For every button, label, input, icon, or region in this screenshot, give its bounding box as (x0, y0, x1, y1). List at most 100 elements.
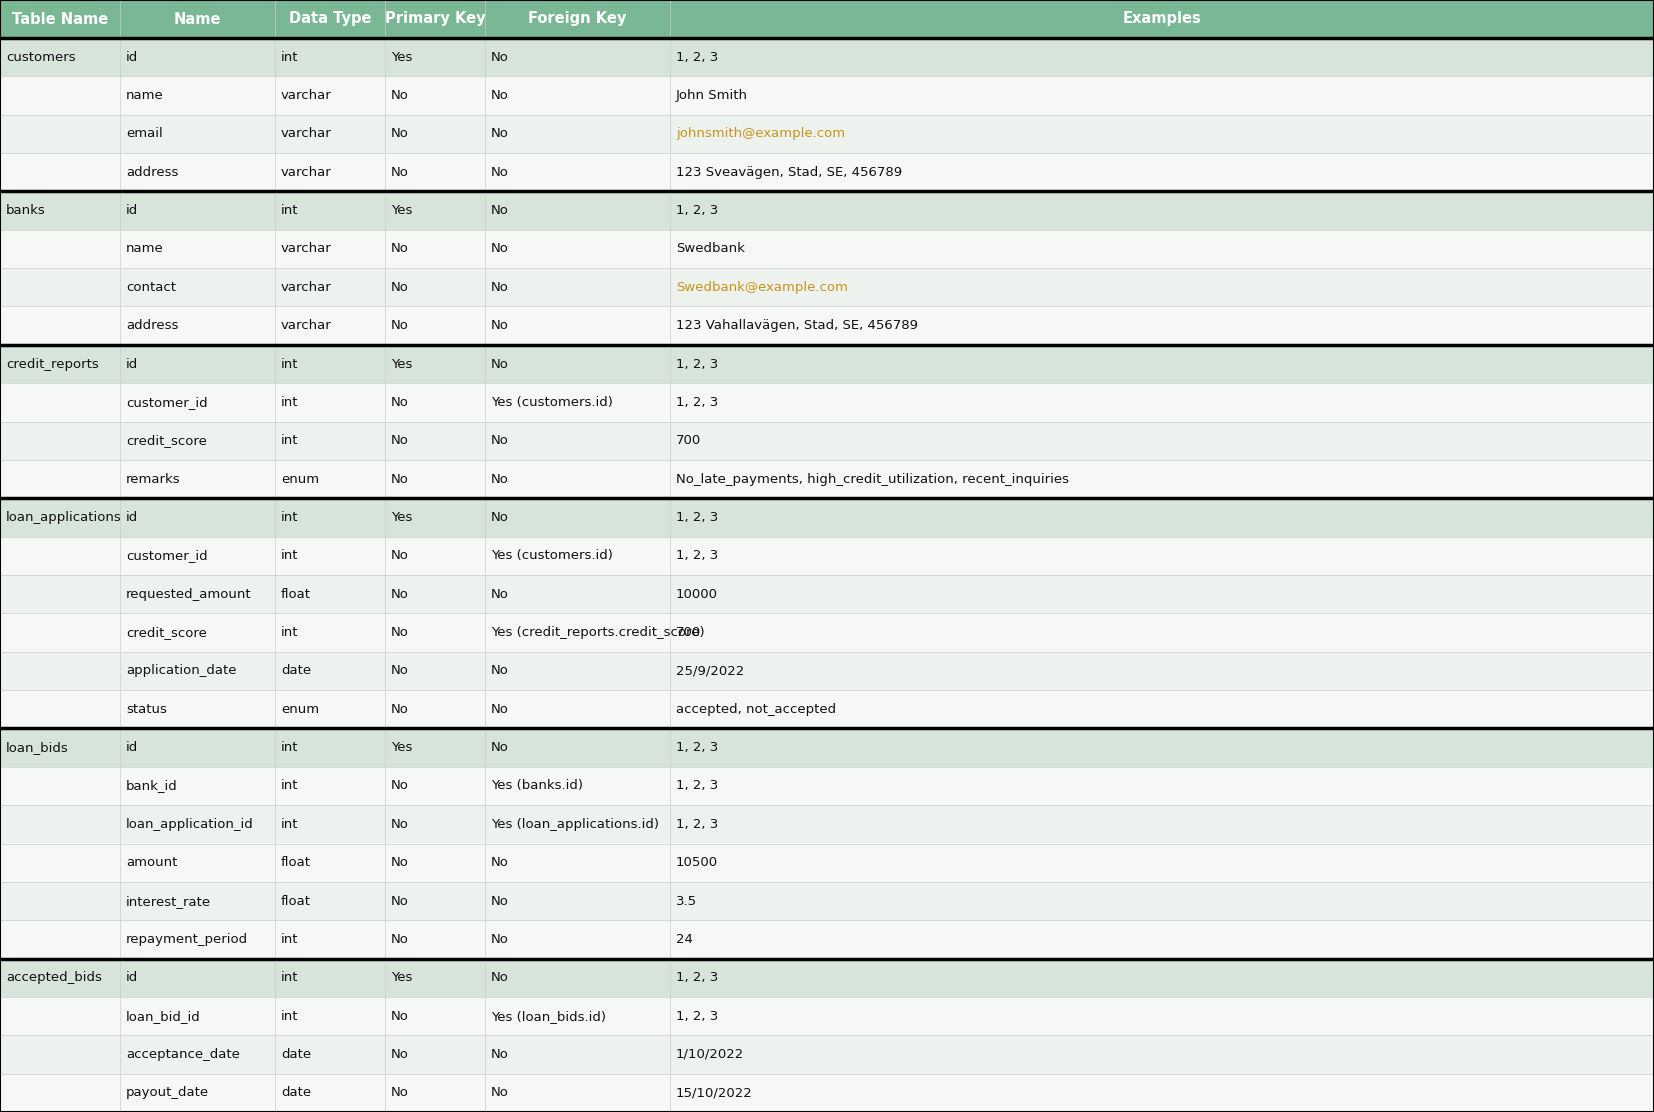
Text: enum: enum (281, 473, 319, 486)
Text: bank_id: bank_id (126, 780, 177, 793)
Text: name: name (126, 242, 164, 256)
Text: loan_bids: loan_bids (7, 741, 69, 754)
Text: credit_score: credit_score (126, 626, 207, 639)
Text: No: No (390, 664, 409, 677)
Bar (0, 997, 1654, 1035)
Text: No: No (390, 281, 409, 294)
Text: 700: 700 (676, 626, 701, 639)
Text: 1/10/2022: 1/10/2022 (676, 1048, 744, 1061)
Text: No: No (390, 817, 409, 831)
Text: No: No (390, 894, 409, 907)
Text: No: No (491, 319, 509, 332)
Text: 25/9/2022: 25/9/2022 (676, 664, 744, 677)
Text: int: int (281, 205, 298, 217)
Bar (0, 921, 1654, 959)
Text: 123 Sveavägen, Stad, SE, 456789: 123 Sveavägen, Stad, SE, 456789 (676, 166, 901, 179)
Bar (0, 1074, 1654, 1112)
Text: No: No (491, 1048, 509, 1061)
Bar (0, 805, 1654, 844)
Text: banks: banks (7, 205, 46, 217)
Text: No: No (491, 205, 509, 217)
Text: id: id (126, 971, 139, 984)
Text: Yes (loan_bids.id): Yes (loan_bids.id) (491, 1010, 605, 1023)
Text: id: id (126, 512, 139, 524)
Text: No: No (390, 166, 409, 179)
Text: Yes (credit_reports.credit_score): Yes (credit_reports.credit_score) (491, 626, 705, 639)
Text: contact: contact (126, 281, 175, 294)
Text: No: No (390, 703, 409, 716)
Text: No: No (390, 549, 409, 563)
Text: Yes (banks.id): Yes (banks.id) (491, 780, 582, 793)
Text: 3.5: 3.5 (676, 894, 696, 907)
Bar (0, 307, 1654, 345)
Text: application_date: application_date (126, 664, 237, 677)
Bar (0, 384, 1654, 421)
Bar (0, 460, 1654, 498)
Text: No: No (390, 319, 409, 332)
Text: amount: amount (126, 856, 177, 870)
Text: accepted_bids: accepted_bids (7, 971, 103, 984)
Text: id: id (126, 205, 139, 217)
Text: Foreign Key: Foreign Key (528, 11, 627, 27)
Text: No: No (390, 626, 409, 639)
Text: No: No (491, 473, 509, 486)
Text: No: No (390, 242, 409, 256)
Text: No: No (491, 587, 509, 600)
Bar (485, 0, 670, 38)
Bar (275, 0, 385, 38)
Text: float: float (281, 587, 311, 600)
Text: float: float (281, 856, 311, 870)
Text: No: No (390, 396, 409, 409)
Text: 700: 700 (676, 435, 701, 447)
Bar (121, 0, 275, 38)
Text: int: int (281, 971, 298, 984)
Text: float: float (281, 894, 311, 907)
Text: 15/10/2022: 15/10/2022 (676, 1086, 753, 1100)
Text: Data Type: Data Type (289, 11, 370, 27)
Text: date: date (281, 664, 311, 677)
Text: No: No (491, 512, 509, 524)
Text: 10500: 10500 (676, 856, 718, 870)
Text: 24: 24 (676, 933, 693, 946)
Text: John Smith: John Smith (676, 89, 748, 102)
Bar (0, 959, 1654, 997)
Text: interest_rate: interest_rate (126, 894, 212, 907)
Text: 1, 2, 3: 1, 2, 3 (676, 741, 718, 754)
Text: No: No (491, 933, 509, 946)
Text: Table Name: Table Name (12, 11, 108, 27)
Bar (0, 652, 1654, 691)
Text: varchar: varchar (281, 166, 332, 179)
Text: acceptance_date: acceptance_date (126, 1048, 240, 1061)
Bar (0, 614, 1654, 652)
Text: loan_application_id: loan_application_id (126, 817, 253, 831)
Text: No: No (390, 856, 409, 870)
Text: No: No (491, 166, 509, 179)
Text: 1, 2, 3: 1, 2, 3 (676, 780, 718, 793)
Text: Yes (loan_applications.id): Yes (loan_applications.id) (491, 817, 658, 831)
Bar (0, 191, 1654, 230)
Text: 1, 2, 3: 1, 2, 3 (676, 51, 718, 63)
Text: 1, 2, 3: 1, 2, 3 (676, 549, 718, 563)
Text: No: No (390, 1048, 409, 1061)
Text: customers: customers (7, 51, 76, 63)
Text: No: No (491, 703, 509, 716)
Text: name: name (126, 89, 164, 102)
Text: Swedbank@example.com: Swedbank@example.com (676, 281, 849, 294)
Text: Yes: Yes (390, 741, 412, 754)
Text: No: No (491, 358, 509, 370)
Text: int: int (281, 396, 298, 409)
Bar (0, 268, 1654, 307)
Text: varchar: varchar (281, 89, 332, 102)
Text: No: No (491, 89, 509, 102)
Text: int: int (281, 51, 298, 63)
Text: 1, 2, 3: 1, 2, 3 (676, 817, 718, 831)
Text: int: int (281, 435, 298, 447)
Text: No: No (390, 933, 409, 946)
Text: Yes: Yes (390, 205, 412, 217)
Text: 1, 2, 3: 1, 2, 3 (676, 396, 718, 409)
Text: johnsmith@example.com: johnsmith@example.com (676, 128, 845, 140)
Text: int: int (281, 741, 298, 754)
Bar (0, 0, 121, 38)
Bar (0, 115, 1654, 153)
Bar (0, 38, 1654, 77)
